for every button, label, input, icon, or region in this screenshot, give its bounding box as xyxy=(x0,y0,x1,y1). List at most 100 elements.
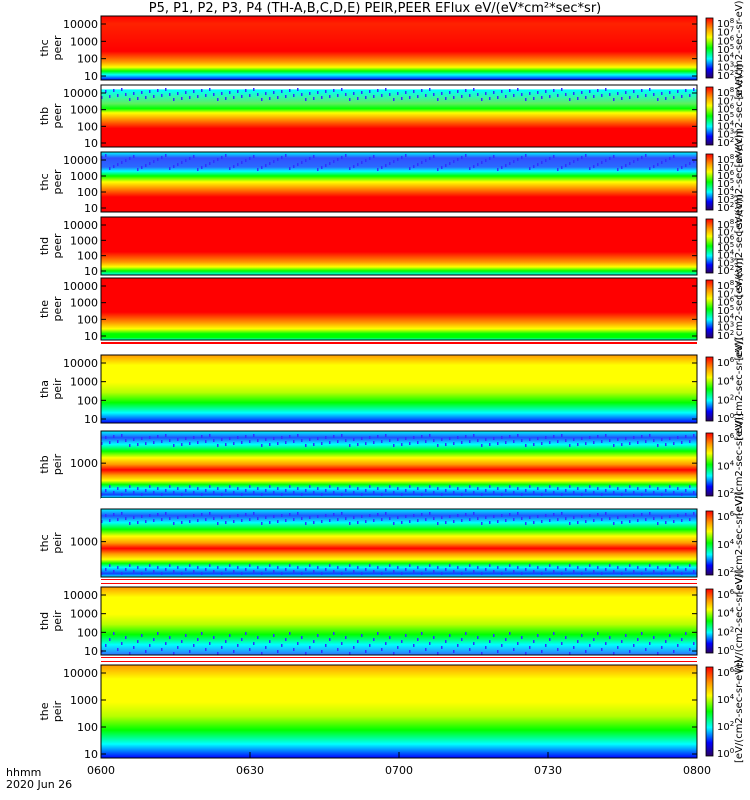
colorbar-9 xyxy=(705,666,714,757)
noise-speck xyxy=(193,491,195,494)
noise-speck xyxy=(169,439,171,442)
noise-speck xyxy=(309,646,311,649)
chart-title: P5, P1, P2, P3, P4 (TH-A,B,C,D,E) PEIR,P… xyxy=(148,1,602,16)
noise-speck xyxy=(153,491,155,494)
noise-speck xyxy=(109,519,111,522)
noise-speck xyxy=(669,485,671,488)
noise-speck xyxy=(601,94,603,97)
noise-speck xyxy=(441,493,443,496)
colorbar-1 xyxy=(705,86,714,146)
noise-speck xyxy=(361,161,363,164)
noise-speck xyxy=(133,570,135,573)
noise-speck xyxy=(529,564,531,567)
noise-speck xyxy=(229,564,231,567)
noise-speck xyxy=(645,489,647,492)
noise-speck xyxy=(377,89,379,92)
noise-speck xyxy=(497,487,499,490)
noise-speck xyxy=(217,522,219,525)
noise-speck xyxy=(441,438,443,441)
noise-speck xyxy=(161,156,163,159)
noise-speck xyxy=(317,487,319,490)
noise-speck xyxy=(605,489,607,492)
noise-speck xyxy=(281,572,283,575)
noise-speck xyxy=(345,154,347,157)
noise-speck xyxy=(145,520,147,523)
noise-speck xyxy=(329,564,331,567)
noise-speck xyxy=(125,489,127,492)
noise-speck xyxy=(525,522,527,525)
noise-speck xyxy=(209,485,211,488)
noise-speck xyxy=(521,636,523,639)
noise-speck xyxy=(261,522,263,525)
noise-speck xyxy=(653,517,655,520)
noise-speck xyxy=(565,439,567,442)
noise-speck xyxy=(117,487,119,490)
noise-speck xyxy=(329,519,331,522)
noise-speck xyxy=(309,564,311,567)
noise-speck xyxy=(245,632,247,635)
panel-label: thc xyxy=(38,173,51,190)
noise-speck xyxy=(153,441,155,444)
noise-speck xyxy=(205,648,207,651)
noise-speck xyxy=(297,642,299,645)
noise-speck xyxy=(337,518,339,521)
noise-speck xyxy=(397,158,399,161)
panel-frame-3 xyxy=(100,216,698,276)
noise-speck xyxy=(409,485,411,488)
noise-speck xyxy=(525,154,527,157)
y-tick-label: 1000 xyxy=(70,104,98,117)
y-tick-label: 10000 xyxy=(63,280,98,293)
noise-speck xyxy=(693,88,695,91)
noise-speck xyxy=(101,156,103,159)
noise-speck xyxy=(193,570,195,573)
noise-speck xyxy=(397,516,399,519)
noise-speck xyxy=(557,487,559,490)
noise-speck xyxy=(293,491,295,494)
noise-speck xyxy=(313,155,315,158)
noise-speck xyxy=(677,168,679,171)
noise-speck xyxy=(317,437,319,440)
fill-stripe xyxy=(101,583,697,584)
noise-speck xyxy=(189,485,191,488)
noise-speck xyxy=(353,570,355,573)
noise-speck xyxy=(373,441,375,444)
noise-speck xyxy=(573,438,575,441)
noise-speck xyxy=(517,487,519,490)
colorbar-tick-label: 102 xyxy=(717,566,734,579)
noise-speck xyxy=(377,435,379,438)
noise-speck xyxy=(453,96,455,99)
y-tick-label: 1000 xyxy=(70,536,98,549)
noise-speck xyxy=(209,512,211,515)
noise-speck xyxy=(581,91,583,94)
noise-speck xyxy=(197,566,199,569)
noise-speck xyxy=(673,442,675,445)
colorbar-unit-label: [eV/(cm2-sec-sr-eV)] xyxy=(734,64,745,167)
noise-speck xyxy=(137,168,139,171)
colorbar-unit-label: [eV/(cm2-sec-sr-eV)] xyxy=(734,257,745,360)
noise-speck xyxy=(249,157,251,160)
noise-speck xyxy=(129,564,131,567)
noise-speck xyxy=(149,436,151,439)
noise-speck xyxy=(393,522,395,525)
noise-speck xyxy=(173,444,175,447)
noise-speck xyxy=(485,92,487,95)
noise-speck xyxy=(457,436,459,439)
noise-speck xyxy=(277,566,279,569)
noise-speck xyxy=(429,88,431,91)
noise-speck xyxy=(233,520,235,523)
noise-speck xyxy=(405,489,407,492)
noise-speck xyxy=(385,164,387,167)
noise-speck xyxy=(653,491,655,494)
noise-speck xyxy=(229,167,231,170)
noise-speck xyxy=(205,440,207,443)
noise-speck xyxy=(301,161,303,164)
noise-speck xyxy=(609,439,611,442)
fill-stripe xyxy=(101,661,697,662)
noise-speck xyxy=(681,572,683,575)
noise-speck xyxy=(545,159,547,162)
noise-speck xyxy=(373,519,375,522)
noise-speck xyxy=(397,646,399,649)
noise-speck xyxy=(493,570,495,573)
noise-speck xyxy=(625,634,627,637)
